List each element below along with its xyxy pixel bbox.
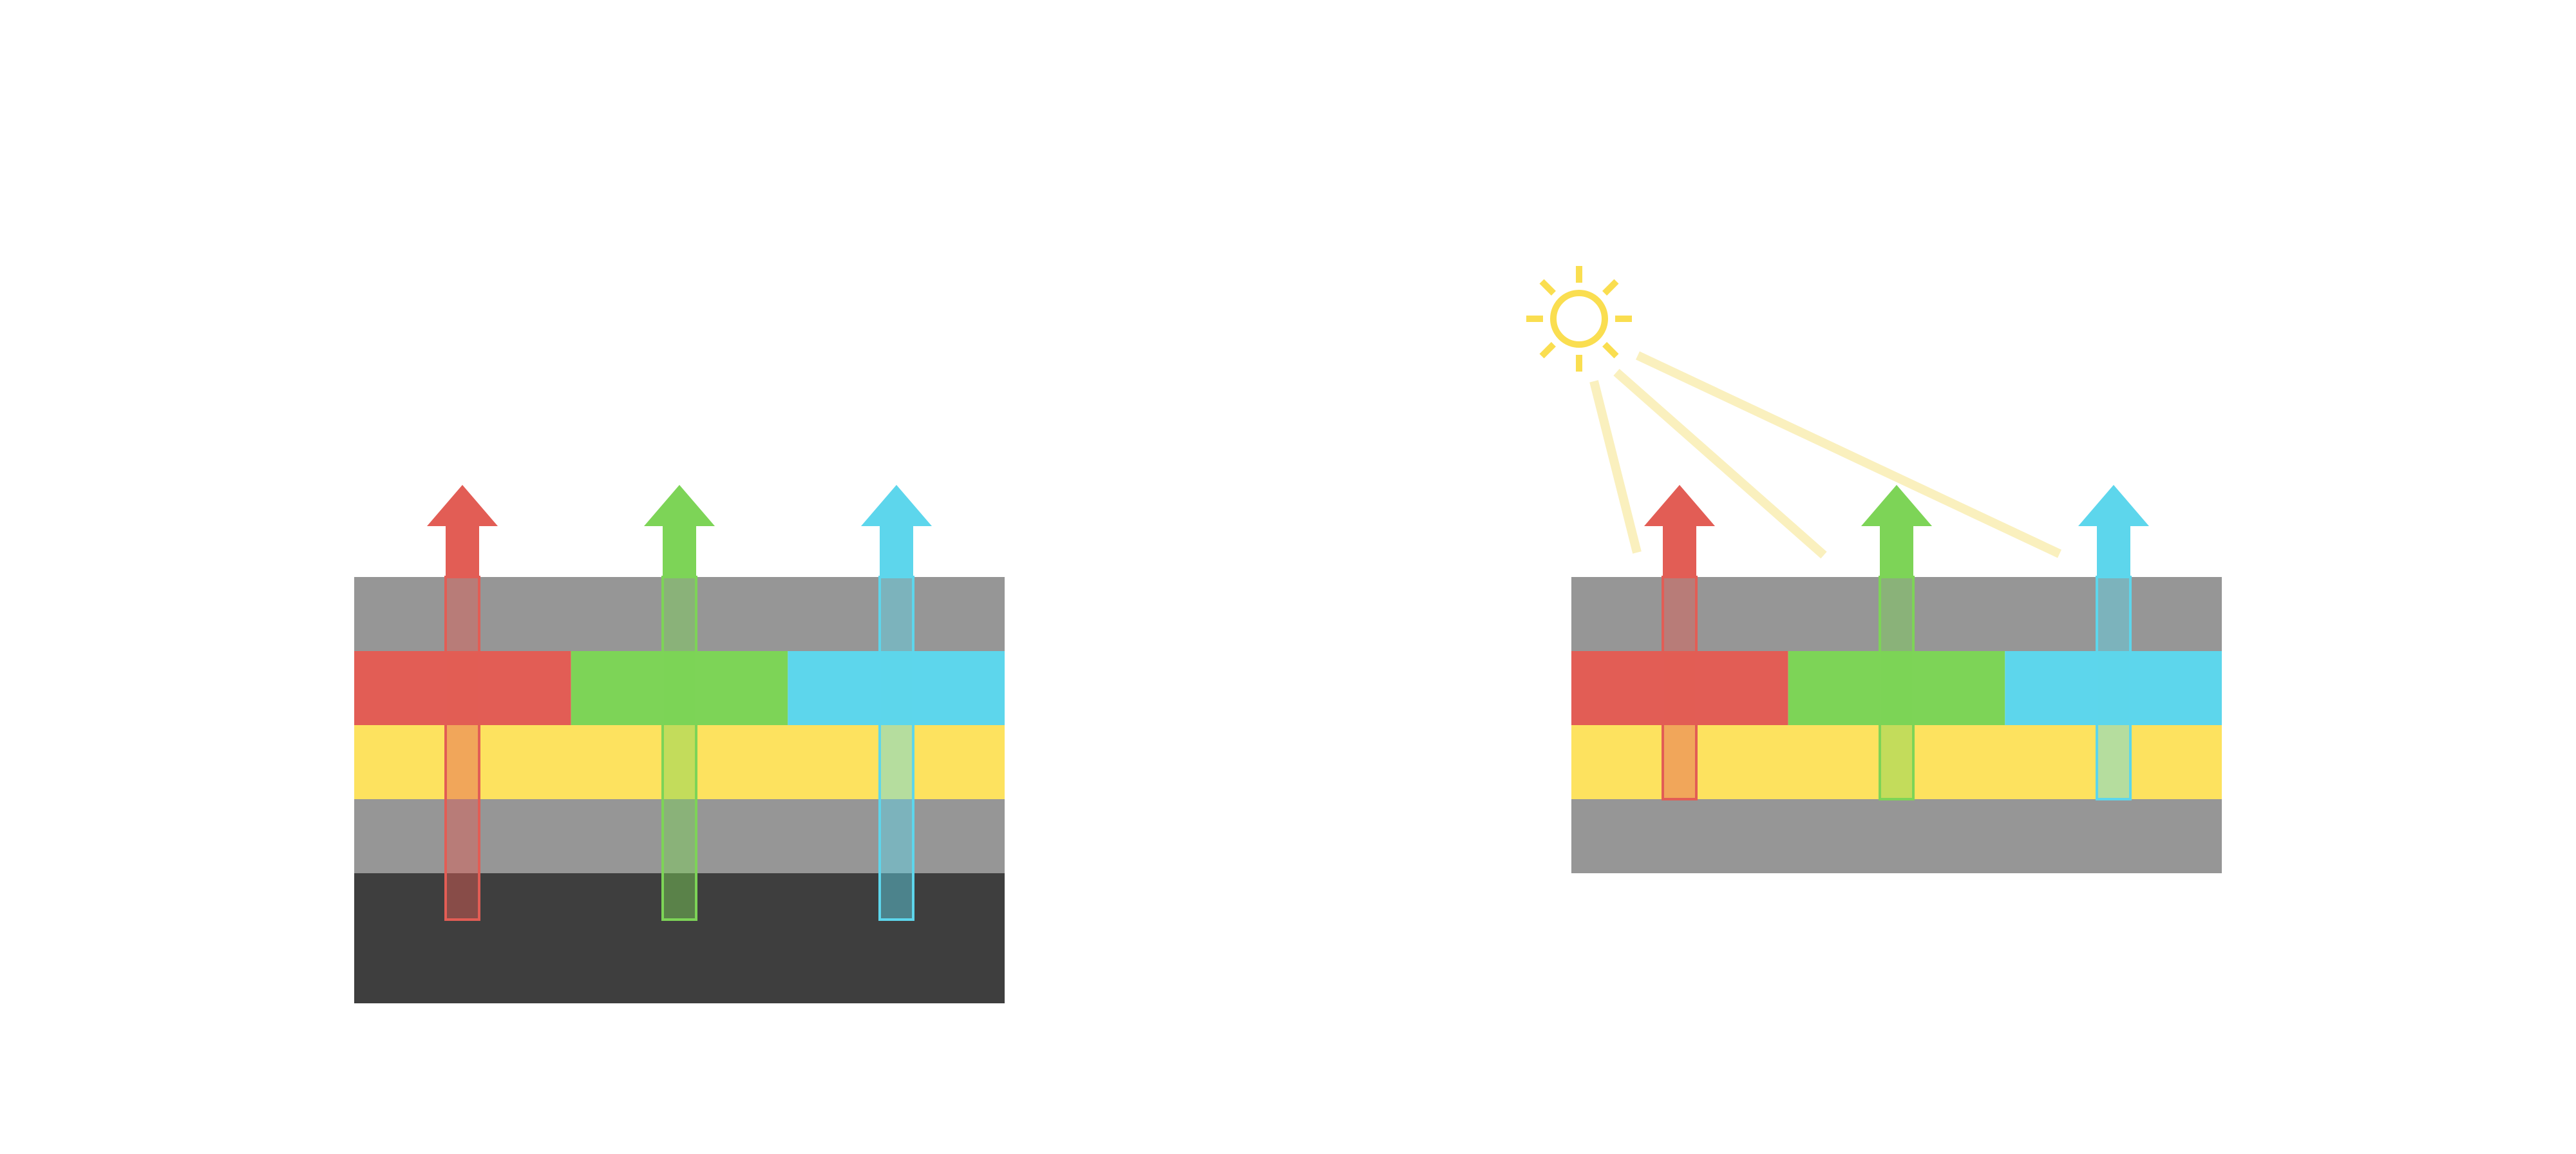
green-light-arrow bbox=[1861, 485, 1932, 577]
red-light-arrow bbox=[1644, 485, 1715, 577]
red-light-arrow bbox=[427, 485, 498, 577]
backlit-display-diagram bbox=[354, 485, 1005, 1003]
top-gray-layer bbox=[1571, 577, 2222, 651]
color-segment-green bbox=[571, 651, 788, 725]
yellow-layer bbox=[1571, 725, 2222, 799]
green-light-shaft bbox=[1879, 576, 1915, 800]
color-segment-green bbox=[1788, 651, 2005, 725]
sun-ray-tick bbox=[1602, 342, 1619, 359]
cyan-light-arrow bbox=[861, 485, 932, 577]
green-light-arrow bbox=[644, 485, 715, 577]
red-light-shaft bbox=[1662, 576, 1698, 800]
sun-ray-tick bbox=[1602, 279, 1619, 296]
sunlit-display-diagram bbox=[1526, 266, 2222, 873]
color-segment-cyan bbox=[2005, 651, 2222, 725]
color-segment-red bbox=[1571, 651, 1788, 725]
color-segment-cyan bbox=[788, 651, 1005, 725]
sun-ray-beam bbox=[1636, 351, 2061, 558]
green-light-shaft bbox=[661, 576, 697, 921]
sun-ray-tick bbox=[1539, 279, 1556, 296]
bottom-gray-layer bbox=[354, 799, 1005, 873]
cyan-light-shaft bbox=[878, 576, 914, 921]
sun-ray-beam bbox=[1613, 368, 1827, 559]
sun-icon bbox=[1526, 266, 1632, 372]
bottom-gray-layer bbox=[1571, 799, 2222, 873]
yellow-layer bbox=[354, 725, 1005, 799]
cyan-light-shaft bbox=[2096, 576, 2132, 800]
sun-ring bbox=[1550, 290, 1608, 348]
dark-backing-layer bbox=[354, 873, 1005, 1003]
top-gray-layer bbox=[354, 577, 1005, 651]
cyan-light-arrow bbox=[2078, 485, 2149, 577]
sun-ray-tick bbox=[1539, 342, 1556, 359]
color-segment-red bbox=[354, 651, 571, 725]
red-light-shaft bbox=[444, 576, 480, 921]
sun-ray-beam bbox=[1589, 380, 1642, 554]
